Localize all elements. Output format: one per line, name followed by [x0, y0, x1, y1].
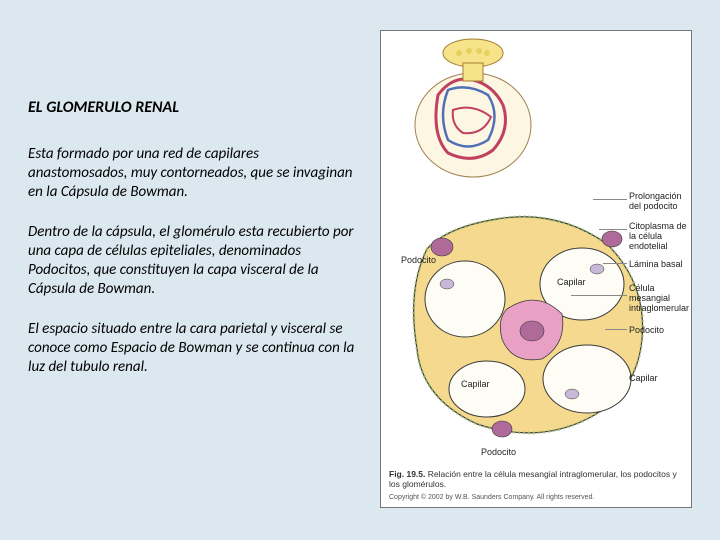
slide-title: EL GLOMERULO RENAL: [28, 98, 358, 117]
leader-line: [593, 199, 627, 200]
label-lamina: Lámina basal: [629, 259, 689, 269]
caption-text: Relación entre la célula mesangial intra…: [389, 469, 677, 489]
figure-panel: Prolongación del podocito Citoplasma de …: [380, 30, 692, 508]
caption-bold: Fig. 19.5.: [389, 469, 425, 479]
label-citoplasma: Citoplasma de la célula endotelial: [629, 221, 691, 251]
leader-line: [603, 263, 627, 264]
label-capilar-3: Capilar: [629, 373, 658, 383]
label-capilar-2: Capilar: [461, 379, 490, 389]
leader-line: [571, 295, 627, 296]
label-capilar-1: Capilar: [557, 277, 586, 287]
label-podocito-left: Podocito: [401, 255, 436, 265]
leader-line: [599, 229, 627, 230]
figure-caption: Fig. 19.5. Relación entre la célula mesa…: [389, 469, 685, 489]
figure-copyright: Copyright © 2002 by W.B. Saunders Compan…: [389, 494, 594, 501]
label-prolongacion: Prolongación del podocito: [629, 191, 689, 211]
label-podocito-bottom: Podocito: [481, 447, 516, 457]
paragraph-1: Esta formado por una red de capilares an…: [28, 145, 358, 201]
paragraph-2: Dentro de la cápsula, el glomérulo esta …: [28, 223, 358, 298]
leader-line: [605, 329, 627, 330]
label-podocito-right: Podocito: [629, 325, 664, 335]
label-mesangial: Célula mesangial intraglomerular: [629, 283, 693, 313]
diagram-upper: [393, 35, 553, 185]
text-column: EL GLOMERULO RENAL Esta formado por una …: [28, 98, 358, 399]
paragraph-3: El espacio situado entre la cara parieta…: [28, 320, 358, 376]
